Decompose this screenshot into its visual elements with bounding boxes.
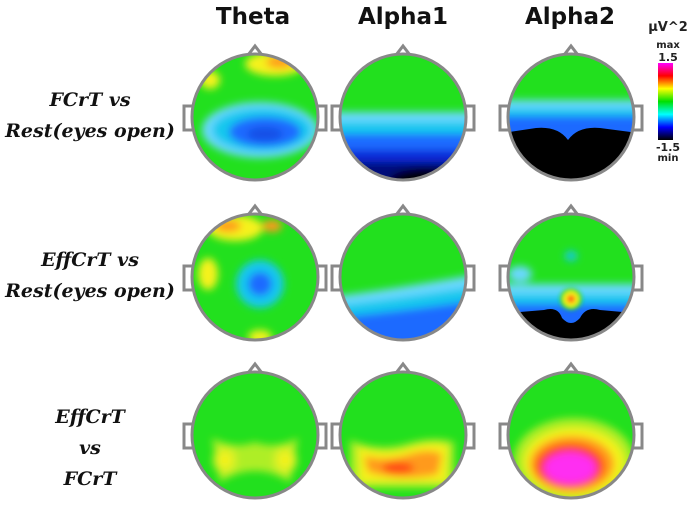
- head-outline: [506, 212, 636, 342]
- nose: [246, 43, 264, 56]
- nose: [246, 361, 264, 374]
- head-outline: [338, 370, 468, 500]
- column-title-theta: Theta: [215, 4, 291, 30]
- colorbar-gradient: [658, 63, 673, 140]
- colorbar-min-value: -1.5: [655, 141, 681, 154]
- nose: [246, 203, 264, 216]
- topomap-theta-effcrt-vs-rest: [182, 203, 328, 342]
- topomap-theta-fcrt-vs-rest: [182, 43, 328, 182]
- head-outline: [506, 52, 636, 182]
- column-title-alpha1: Alpha1: [357, 4, 449, 30]
- colorbar-max-value: 1.5: [658, 51, 678, 64]
- head-outline: [190, 370, 320, 500]
- topomap-alpha2-fcrt-vs-rest: [498, 43, 644, 182]
- topomap-alpha1-fcrt-vs-rest: [330, 43, 476, 182]
- nose: [394, 361, 412, 374]
- topomap-alpha2-effcrt-vs-rest: [498, 203, 644, 342]
- row-label-effcrt-vs-rest: EffCrT vs Rest(eyes open): [5, 249, 175, 302]
- head-outline: [338, 52, 468, 182]
- nose: [394, 43, 412, 56]
- colorbar-max-label: max: [656, 40, 680, 51]
- row-label-effcrt-vs-fcrt: EffCrT vs FCrT: [55, 406, 125, 490]
- nose: [394, 203, 412, 216]
- head-outline: [190, 52, 320, 182]
- topomap-alpha2-effcrt-vs-fcrt: [498, 361, 644, 500]
- head-outline: [506, 370, 636, 500]
- colorbar-unit: µV^2: [648, 20, 688, 35]
- nose: [562, 203, 580, 216]
- head-outline: [338, 212, 468, 342]
- head-outline: [190, 212, 320, 342]
- topomap-alpha1-effcrt-vs-fcrt: [330, 361, 476, 500]
- nose: [562, 43, 580, 56]
- column-title-alpha2: Alpha2: [524, 4, 616, 30]
- colorbar-min-label: min: [657, 153, 679, 164]
- topomap-alpha1-effcrt-vs-rest: [330, 203, 476, 342]
- row-label-fcrt-vs-rest: FCrT vs Rest(eyes open): [5, 89, 175, 142]
- topomap-theta-effcrt-vs-fcrt: [182, 361, 328, 500]
- nose: [562, 361, 580, 374]
